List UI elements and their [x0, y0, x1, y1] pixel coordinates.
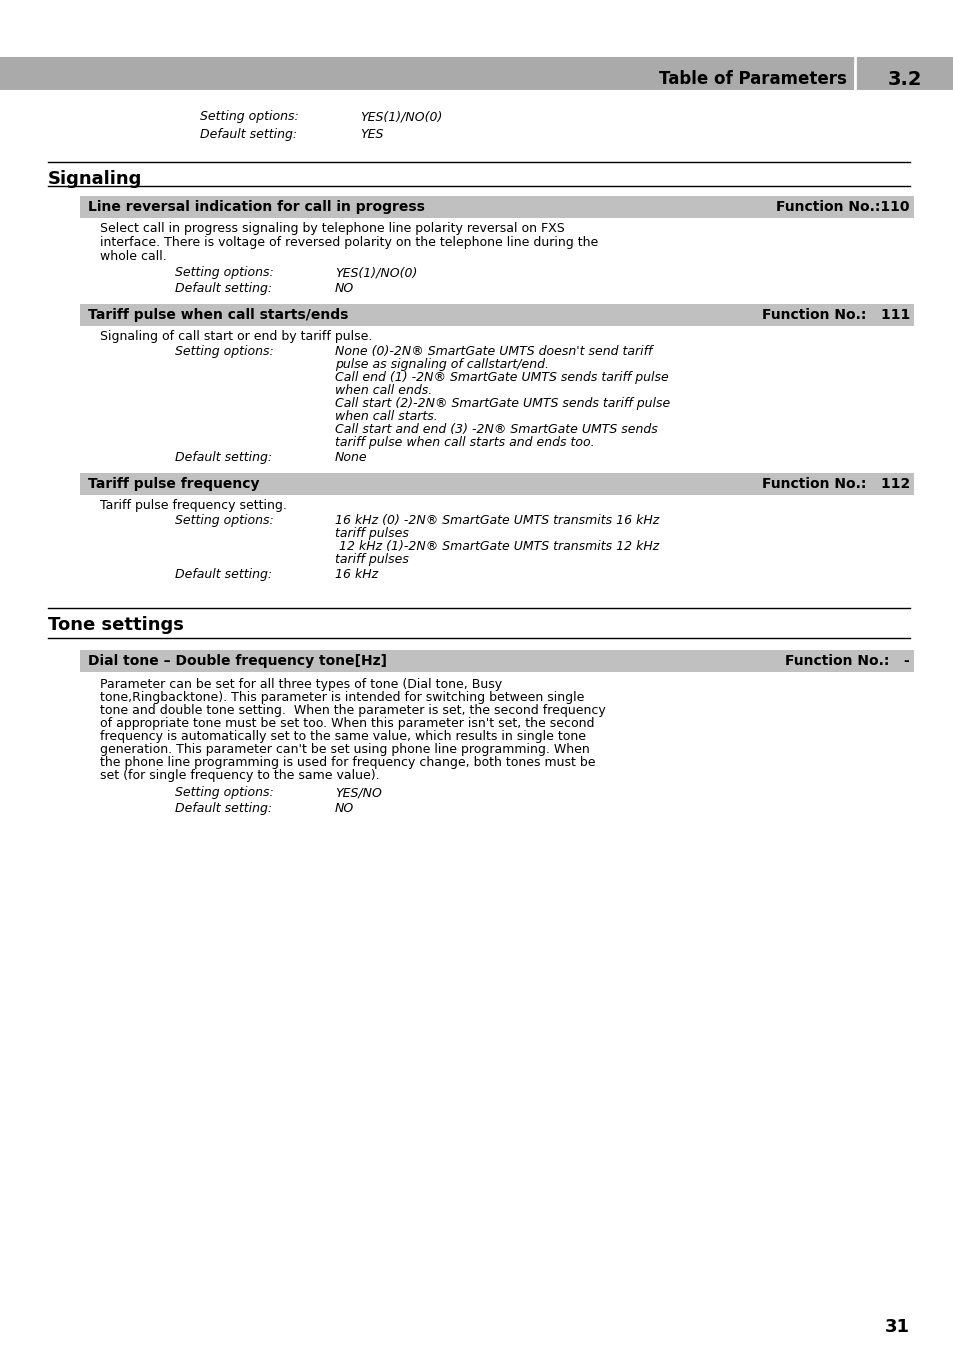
Bar [0, 57, 953, 90]
Text: Default setting:: Default setting: [174, 451, 272, 464]
Text: pulse as signaling of callstart/end.: pulse as signaling of callstart/end. [335, 357, 548, 371]
Text: Default setting:: Default setting: [174, 282, 272, 295]
Text: generation. This parameter can't be set using phone line programming. When: generation. This parameter can't be set … [100, 743, 589, 755]
Text: Call start (2)-2N® SmartGate UMTS sends tariff pulse: Call start (2)-2N® SmartGate UMTS sends … [335, 397, 670, 410]
Text: Call end (1) -2N® SmartGate UMTS sends tariff pulse: Call end (1) -2N® SmartGate UMTS sends t… [335, 371, 668, 384]
Text: Setting options:: Setting options: [200, 111, 298, 123]
Text: tariff pulses: tariff pulses [335, 553, 409, 567]
Text: 12 kHz (1)-2N® SmartGate UMTS transmits 12 kHz: 12 kHz (1)-2N® SmartGate UMTS transmits … [335, 540, 659, 553]
Text: Select call in progress signaling by telephone line polarity reversal on FXS: Select call in progress signaling by tel… [100, 223, 564, 235]
Text: NO: NO [335, 803, 354, 815]
Text: None (0)-2N® SmartGate UMTS doesn't send tariff: None (0)-2N® SmartGate UMTS doesn't send… [335, 345, 652, 357]
Text: Function No.:   -: Function No.: - [784, 654, 909, 668]
Text: NO: NO [335, 282, 354, 295]
Text: Default setting:: Default setting: [174, 568, 272, 581]
Bar [80, 650, 913, 672]
Text: interface. There is voltage of reversed polarity on the telephone line during th: interface. There is voltage of reversed … [100, 236, 598, 250]
Text: tariff pulses: tariff pulses [335, 527, 409, 540]
Text: YES(1)/NO(0): YES(1)/NO(0) [359, 111, 442, 123]
Text: Tone settings: Tone settings [48, 616, 184, 634]
Text: Default setting:: Default setting: [200, 128, 296, 142]
Text: Default setting:: Default setting: [174, 803, 272, 815]
Text: None: None [335, 451, 367, 464]
Text: YES(1)/NO(0): YES(1)/NO(0) [335, 266, 416, 279]
Text: tariff pulse when call starts and ends too.: tariff pulse when call starts and ends t… [335, 436, 594, 449]
Text: when call starts.: when call starts. [335, 410, 437, 424]
Text: Function No.:   111: Function No.: 111 [760, 308, 909, 322]
Text: tone and double tone setting.  When the parameter is set, the second frequency: tone and double tone setting. When the p… [100, 704, 605, 718]
Text: frequency is automatically set to the same value, which results in single tone: frequency is automatically set to the sa… [100, 730, 585, 743]
Text: Signaling: Signaling [48, 170, 142, 188]
Text: Parameter can be set for all three types of tone (Dial tone, Busy: Parameter can be set for all three types… [100, 679, 501, 691]
Text: Setting options:: Setting options: [174, 345, 274, 357]
Text: Table of Parameters: Table of Parameters [659, 70, 846, 89]
Text: the phone line programming is used for frequency change, both tones must be: the phone line programming is used for f… [100, 755, 595, 769]
Text: set (for single frequency to the same value).: set (for single frequency to the same va… [100, 769, 379, 782]
Text: Tariff pulse when call starts/ends: Tariff pulse when call starts/ends [88, 308, 348, 322]
Text: Setting options:: Setting options: [174, 266, 274, 279]
Bar [80, 473, 913, 495]
Text: Setting options:: Setting options: [174, 514, 274, 527]
Text: YES/NO: YES/NO [335, 786, 381, 799]
Text: Line reversal indication for call in progress: Line reversal indication for call in pro… [88, 200, 424, 214]
Text: Call start and end (3) -2N® SmartGate UMTS sends: Call start and end (3) -2N® SmartGate UM… [335, 424, 657, 436]
Text: 16 kHz: 16 kHz [335, 568, 377, 581]
Text: Signaling of call start or end by tariff pulse.: Signaling of call start or end by tariff… [100, 331, 372, 343]
Text: Tariff pulse frequency: Tariff pulse frequency [88, 478, 259, 491]
Text: 3.2: 3.2 [886, 70, 921, 89]
Text: YES: YES [359, 128, 383, 142]
Text: Function No.:   112: Function No.: 112 [760, 478, 909, 491]
Text: when call ends.: when call ends. [335, 384, 432, 397]
Text: tone,Ringbacktone). This parameter is intended for switching between single: tone,Ringbacktone). This parameter is in… [100, 691, 584, 704]
Text: of appropriate tone must be set too. When this parameter isn't set, the second: of appropriate tone must be set too. Whe… [100, 718, 594, 730]
Bar [80, 304, 913, 326]
Text: Setting options:: Setting options: [174, 786, 274, 799]
Text: Tariff pulse frequency setting.: Tariff pulse frequency setting. [100, 499, 287, 513]
Text: Dial tone – Double frequency tone[Hz]: Dial tone – Double frequency tone[Hz] [88, 654, 387, 668]
Text: 31: 31 [884, 1318, 909, 1336]
Text: whole call.: whole call. [100, 250, 167, 263]
Bar [80, 196, 913, 219]
Text: 16 kHz (0) -2N® SmartGate UMTS transmits 16 kHz: 16 kHz (0) -2N® SmartGate UMTS transmits… [335, 514, 659, 527]
Text: Function No.:110: Function No.:110 [776, 200, 909, 214]
